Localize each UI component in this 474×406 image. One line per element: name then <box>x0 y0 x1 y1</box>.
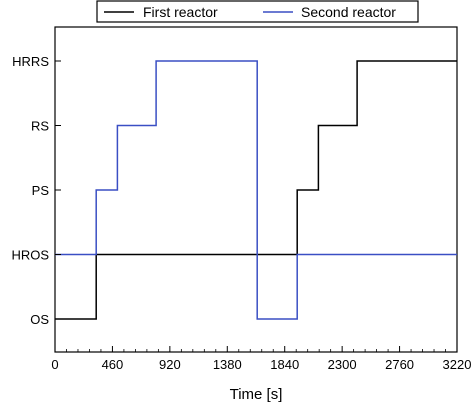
legend-label-first-reactor: First reactor <box>143 4 218 20</box>
x-tick-label: 0 <box>51 357 58 372</box>
x-tick-label: 2300 <box>328 357 357 372</box>
x-tick-label: 3220 <box>443 357 472 372</box>
series-line-second-reactor <box>55 60 457 320</box>
x-tick-label: 1840 <box>270 357 299 372</box>
legend-box <box>96 0 419 23</box>
x-axis-label: Time [s] <box>230 386 283 403</box>
y-tick-label: PS <box>32 183 50 198</box>
legend-label-second-reactor: Second reactor <box>301 4 396 20</box>
y-axis: OS HROS PS RS HRRS <box>11 54 61 327</box>
series-line-first-reactor <box>55 60 457 320</box>
x-tick-label: 2760 <box>385 357 414 372</box>
y-tick-label: RS <box>31 119 49 134</box>
y-tick-label: OS <box>30 312 49 327</box>
y-tick-label: HROS <box>11 248 49 263</box>
y-tick-label: HRRS <box>12 54 49 69</box>
x-tick-label: 1380 <box>213 357 242 372</box>
series-layer <box>55 60 457 320</box>
legend: First reactor Second reactor <box>96 0 419 23</box>
x-tick-label: 920 <box>159 357 181 372</box>
x-tick-label: 460 <box>102 357 124 372</box>
x-axis: 0 460 920 1380 1840 2300 2760 3220 <box>51 346 471 372</box>
